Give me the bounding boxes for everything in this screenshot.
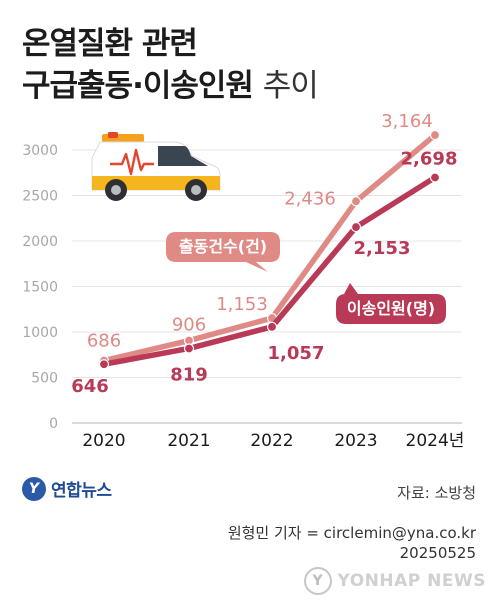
title-line-1: 온열질환 관련 xyxy=(22,26,198,62)
y-tick-label: 1000 xyxy=(22,325,58,341)
watermark-logo-icon: Y xyxy=(303,567,332,595)
legend-label-dispatch: 출동건수(건) xyxy=(179,237,267,256)
x-tick-label: 2020 xyxy=(82,431,125,451)
source-text: 자료: 소방청 xyxy=(397,484,476,502)
x-tick-label: 2023 xyxy=(334,431,377,451)
data-point xyxy=(429,129,441,141)
y-tick-label: 500 xyxy=(31,371,58,387)
data-point xyxy=(266,321,278,332)
data-label: 906 xyxy=(172,315,206,336)
series-lines: 686 906 1,153 2,436 3,164 646 819 1,057 2,153 2,6… xyxy=(71,111,457,397)
data-point xyxy=(98,359,110,370)
data-point xyxy=(429,172,441,183)
y-tick-label: 2500 xyxy=(22,189,58,205)
legend-callout-dispatch xyxy=(166,232,280,272)
x-tick-label: 2024년 xyxy=(406,431,465,451)
credit-reporter: 원형민 기자 = circlemin@yna.co.kr xyxy=(227,524,476,542)
yonhap-logo-icon: Y xyxy=(22,476,46,501)
title-light-part: 추이 xyxy=(262,68,319,104)
ambulance-light-icon xyxy=(108,132,118,138)
data-label: 2,153 xyxy=(354,238,411,259)
x-tick-labels: 2020 2021 2022 2023 2024년 xyxy=(82,431,464,451)
data-label: 2,436 xyxy=(284,188,336,209)
data-label: 646 xyxy=(71,376,109,397)
watermark: Y YONHAP NEWS xyxy=(303,567,486,595)
logo-text: 연합뉴스 xyxy=(51,481,112,501)
logo: Y 연합뉴스 xyxy=(22,476,112,501)
data-point xyxy=(183,343,195,354)
data-point xyxy=(350,196,362,207)
data-point xyxy=(350,221,362,233)
title-line-2: 구급출동·이송인원 추이 xyxy=(22,60,319,105)
y-tick-label: 0 xyxy=(49,416,58,432)
gridlines: 0 500 1000 1500 2000 2500 3000 xyxy=(22,143,462,432)
y-tick-label: 2000 xyxy=(22,234,58,250)
watermark-text: YONHAP NEWS xyxy=(337,571,486,591)
heartbeat-icon xyxy=(110,148,154,176)
x-tick-label: 2021 xyxy=(167,431,210,451)
data-label: 686 xyxy=(87,331,121,352)
series-line xyxy=(101,174,438,367)
title-bold-part: 구급출동·이송인원 xyxy=(22,68,254,104)
data-label: 819 xyxy=(170,364,208,385)
credit: 원형민 기자 = circlemin@yna.co.kr 20250525 xyxy=(228,523,476,563)
credit-date: 20250525 xyxy=(399,544,476,562)
data-label: 1,057 xyxy=(268,343,325,364)
ambulance-window-icon xyxy=(158,146,208,166)
data-label: 2,698 xyxy=(401,148,458,169)
y-tick-label: 3000 xyxy=(22,143,58,159)
legend-callout-transport xyxy=(336,294,446,324)
data-label: 3,164 xyxy=(381,111,433,132)
y-tick-label: 1500 xyxy=(22,280,58,296)
legend-label-transport: 이송인원(명) xyxy=(347,299,435,318)
x-tick-label: 2022 xyxy=(250,431,293,451)
data-label: 1,153 xyxy=(216,294,268,315)
ambulance-icon xyxy=(91,132,221,201)
